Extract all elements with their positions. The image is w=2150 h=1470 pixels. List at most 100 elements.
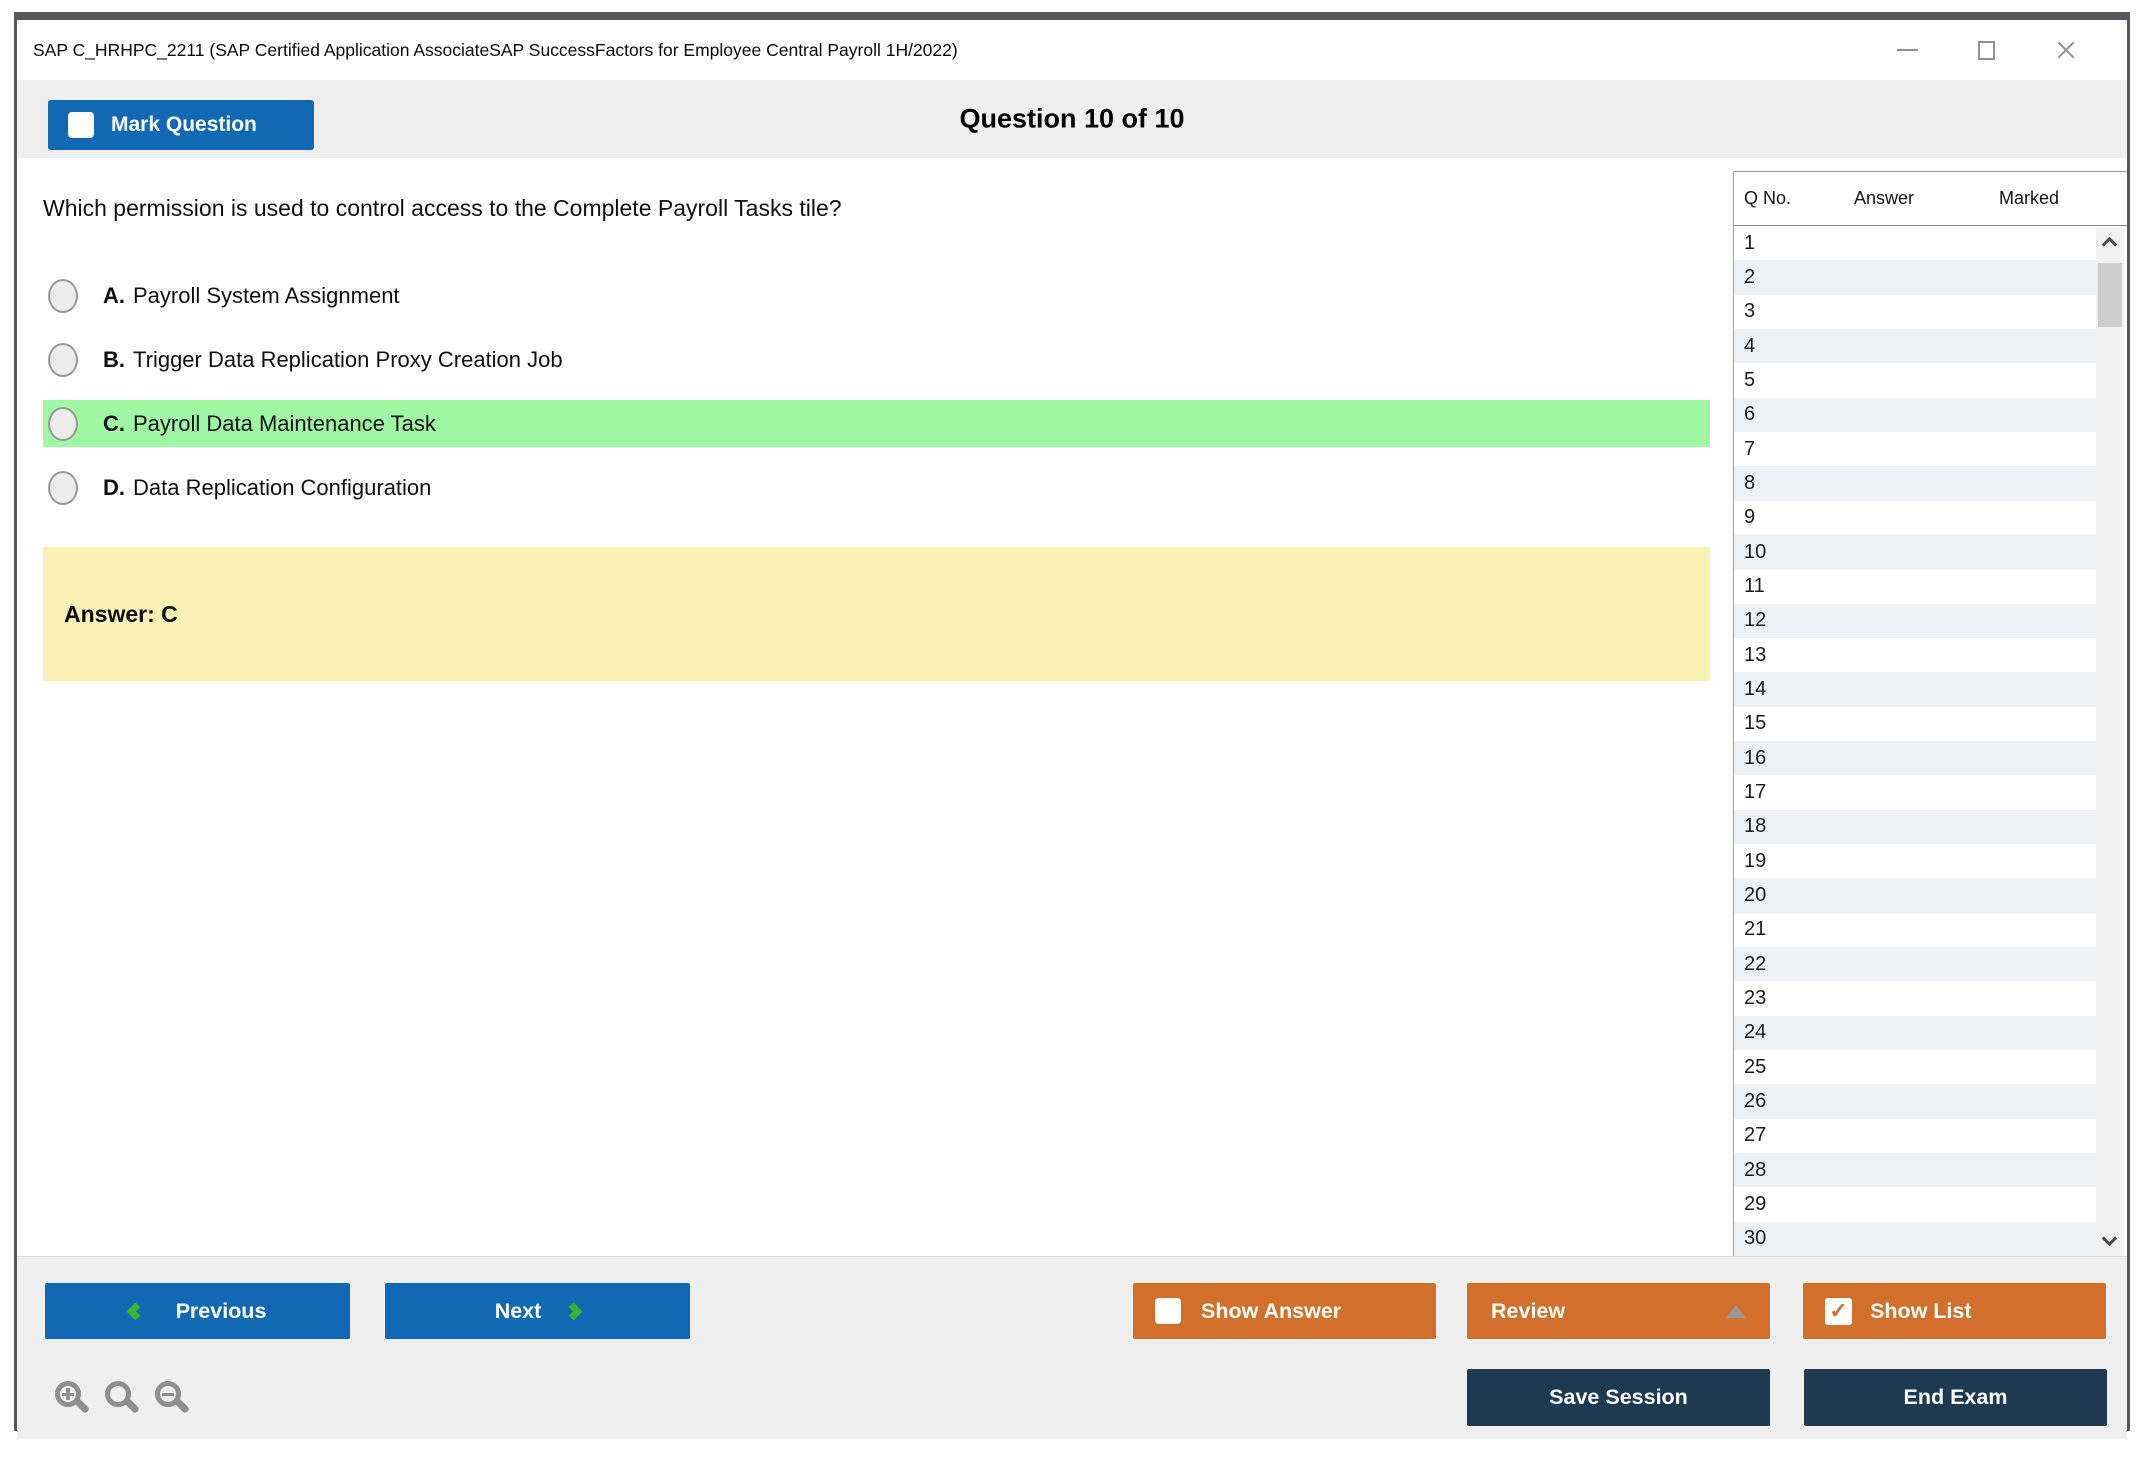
mark-question-button[interactable]: Mark Question — [48, 100, 314, 150]
question-list-row[interactable]: 18 — [1734, 809, 2103, 844]
show-answer-button[interactable]: Show Answer — [1133, 1283, 1436, 1339]
question-list-row[interactable]: 15 — [1734, 707, 2103, 741]
triangle-up-icon — [1726, 1304, 1746, 1318]
footer-bar: Previous Next Show Answer Review ✓ Show … — [17, 1256, 2127, 1439]
show-answer-label: Show Answer — [1201, 1298, 1342, 1323]
question-list-row[interactable]: 10 — [1734, 534, 2103, 570]
question-list-row[interactable]: 5 — [1734, 363, 2103, 397]
question-list-row[interactable]: 6 — [1734, 397, 2103, 432]
question-number: 26 — [1744, 1089, 1767, 1112]
question-list-row[interactable]: 27 — [1734, 1119, 2103, 1153]
zoom-reset-icon[interactable] — [105, 1381, 131, 1407]
radio-button[interactable] — [48, 470, 78, 505]
show-list-label: Show List — [1870, 1298, 1972, 1323]
mark-question-checkbox[interactable] — [68, 112, 94, 138]
question-list-row[interactable]: 12 — [1734, 603, 2103, 638]
next-button[interactable]: Next — [385, 1283, 690, 1339]
question-list-row[interactable]: 17 — [1734, 775, 2103, 809]
option-text: Data Replication Configuration — [133, 474, 432, 500]
question-number: 17 — [1744, 780, 1767, 803]
option-letter: A. — [103, 282, 125, 308]
question-number: 18 — [1744, 815, 1767, 838]
question-list-row[interactable]: 9 — [1734, 501, 2103, 535]
options-list: A. Payroll System Assignment B. Trigger Da… — [43, 272, 1733, 511]
radio-button[interactable] — [48, 278, 78, 313]
option-letter: C. — [103, 410, 125, 436]
question-list-row[interactable]: 13 — [1734, 638, 2103, 672]
window-title: SAP C_HRHPC_2211 (SAP Certified Applicat… — [33, 39, 958, 60]
option-b[interactable]: B. Trigger Data Replication Proxy Creatio… — [43, 336, 1710, 383]
question-number: 23 — [1744, 986, 1767, 1009]
question-list-row[interactable]: 7 — [1734, 432, 2103, 466]
question-list-row[interactable]: 1 — [1734, 226, 2103, 260]
question-list-row[interactable]: 11 — [1734, 569, 2103, 603]
option-c[interactable]: C. Payroll Data Maintenance Task — [43, 400, 1710, 447]
review-button[interactable]: Review — [1467, 1283, 1770, 1339]
title-bar: SAP C_HRHPC_2211 (SAP Certified Applicat… — [17, 20, 2127, 80]
chevron-up-icon — [2101, 236, 2118, 253]
answer-box: Answer: C — [43, 547, 1710, 681]
scroll-up-button[interactable] — [2096, 227, 2124, 259]
previous-button[interactable]: Previous — [45, 1283, 350, 1339]
close-icon[interactable] — [2055, 39, 2077, 61]
save-session-label: Save Session — [1549, 1385, 1688, 1409]
maximize-icon[interactable] — [1978, 40, 1995, 60]
question-number: 9 — [1744, 506, 1756, 529]
question-number: 27 — [1744, 1124, 1767, 1147]
question-number: 14 — [1744, 677, 1767, 700]
scroll-thumb[interactable] — [2098, 263, 2122, 327]
question-list-row[interactable]: 14 — [1734, 672, 2103, 707]
option-a[interactable]: A. Payroll System Assignment — [43, 272, 1710, 319]
question-list-row[interactable]: 3 — [1734, 295, 2103, 329]
radio-button[interactable] — [48, 406, 78, 441]
scrollbar[interactable] — [2096, 227, 2124, 1256]
question-list-row[interactable]: 29 — [1734, 1187, 2103, 1221]
question-number: 11 — [1744, 574, 1765, 597]
save-session-button[interactable]: Save Session — [1467, 1369, 1770, 1426]
column-header-qno: Q No. — [1744, 188, 1792, 208]
question-list-row[interactable]: 22 — [1734, 946, 2103, 982]
question-list-row[interactable]: 25 — [1734, 1050, 2103, 1084]
zoom-in-icon[interactable] — [55, 1381, 81, 1407]
question-list-row[interactable]: 16 — [1734, 740, 2103, 776]
question-list-row[interactable]: 21 — [1734, 913, 2103, 947]
question-number: 10 — [1744, 540, 1767, 563]
question-list-row[interactable]: 26 — [1734, 1084, 2103, 1119]
answer-label: Answer: C — [64, 600, 178, 627]
checkmark-icon: ✓ — [1829, 1298, 1848, 1323]
minimize-icon[interactable] — [1897, 49, 1918, 51]
chevron-left-icon — [125, 1301, 145, 1321]
scroll-down-button[interactable] — [2096, 1224, 2124, 1256]
show-answer-checkbox[interactable] — [1155, 1298, 1181, 1324]
question-area: Which permission is used to control acce… — [17, 158, 1733, 1256]
question-list-row[interactable]: 23 — [1734, 981, 2103, 1015]
question-list-row[interactable]: 4 — [1734, 328, 2103, 364]
question-list-panel: Q No. Answer Marked 1 2 3 4 5 6 7 8 9 10… — [1733, 171, 2127, 1256]
question-number: 7 — [1744, 437, 1756, 460]
question-list-row[interactable]: 2 — [1734, 260, 2103, 295]
review-label: Review — [1491, 1298, 1566, 1323]
question-list-row[interactable]: 19 — [1734, 844, 2103, 878]
question-number: 22 — [1744, 952, 1767, 975]
zoom-controls — [55, 1381, 181, 1407]
column-header-answer: Answer — [1854, 188, 1915, 208]
question-list-row[interactable]: 24 — [1734, 1015, 2103, 1050]
question-list-header: Q No. Answer Marked — [1734, 172, 2127, 226]
zoom-out-icon[interactable] — [155, 1381, 181, 1407]
question-list-row[interactable]: 8 — [1734, 466, 2103, 501]
question-list-row[interactable]: 20 — [1734, 878, 2103, 913]
question-list-row[interactable]: 28 — [1734, 1152, 2103, 1188]
question-number: 13 — [1744, 643, 1767, 666]
question-number: 4 — [1744, 334, 1756, 357]
chevron-down-icon — [2101, 1230, 2118, 1247]
show-list-checkbox[interactable]: ✓ — [1825, 1297, 1852, 1325]
show-list-button[interactable]: ✓ Show List — [1803, 1283, 2106, 1339]
question-list-row[interactable]: 30 — [1734, 1221, 2103, 1256]
question-number: 15 — [1744, 712, 1767, 735]
previous-label: Previous — [175, 1298, 267, 1323]
option-d[interactable]: D. Data Replication Configuration — [43, 464, 1710, 511]
chevron-right-icon — [564, 1301, 583, 1321]
question-number: 3 — [1744, 300, 1756, 323]
radio-button[interactable] — [48, 342, 78, 377]
end-exam-button[interactable]: End Exam — [1804, 1369, 2107, 1426]
